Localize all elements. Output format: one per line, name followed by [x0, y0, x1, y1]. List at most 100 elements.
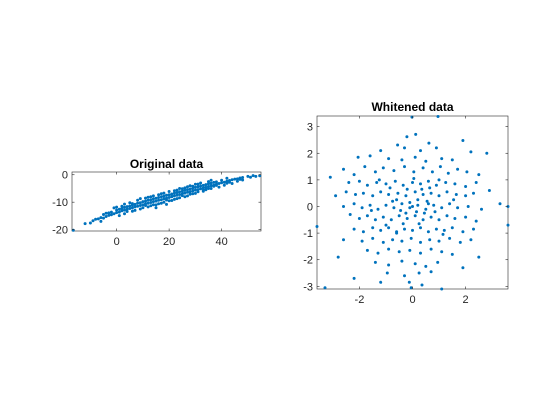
original-data-point [157, 196, 161, 199]
original-data-chart: 0 20 40 -20 -10 0 Original data [52, 157, 262, 248]
whitened-data-point [392, 206, 396, 210]
original-data-point [165, 198, 168, 202]
whitened-data-point [472, 191, 475, 195]
whitened-data-point [381, 215, 385, 219]
original-data-point [188, 184, 192, 188]
whitened-data-point [424, 264, 428, 268]
original-data-point [136, 198, 140, 202]
whitened-data-point [352, 173, 356, 177]
original-data-point [112, 212, 116, 216]
whitened-data-y-tick-label: -2 [303, 255, 313, 267]
original-data-point [212, 180, 216, 184]
whitened-data-point [405, 135, 409, 139]
original-data-point [235, 179, 239, 183]
original-data-point [109, 210, 113, 214]
whitened-data-point [414, 132, 418, 136]
whitened-data-point [396, 191, 400, 195]
original-data-point [154, 199, 158, 203]
whitened-data-point [399, 209, 403, 212]
original-data-point [141, 206, 145, 210]
whitened-data-point [397, 214, 401, 218]
whitened-data-point [400, 202, 404, 206]
original-data-point [133, 208, 137, 212]
original-data-point [136, 201, 140, 205]
whitened-data-y-tick-label: -1 [303, 228, 313, 240]
whitened-data-title: Whitened data [371, 100, 453, 114]
original-data-point [154, 196, 158, 200]
original-data-point [180, 189, 184, 193]
whitened-data-point [437, 218, 441, 222]
original-data-point [207, 180, 210, 184]
original-data-point [199, 187, 203, 191]
original-data-point [196, 190, 200, 194]
original-data-point [222, 183, 226, 187]
original-data-point [258, 174, 262, 178]
whitened-data-point [388, 186, 392, 190]
original-data-point [199, 181, 203, 185]
original-data-point [159, 198, 163, 202]
original-data-point [151, 200, 155, 204]
original-data-point [109, 213, 113, 217]
whitened-data-point [342, 167, 345, 171]
whitened-data-point [480, 207, 483, 211]
whitened-data-point [466, 205, 470, 208]
whitened-data-point [387, 247, 391, 251]
original-data-point [207, 182, 210, 186]
original-data-point [172, 191, 176, 195]
original-data-point [172, 194, 176, 198]
whitened-data-point [409, 236, 413, 240]
original-data-point [144, 204, 147, 207]
whitened-data-point [421, 193, 425, 196]
whitened-data-point [342, 205, 345, 208]
whitened-data-point [403, 274, 406, 278]
whitened-data-point [434, 183, 438, 187]
original-data-point [172, 197, 176, 201]
whitened-data-point [464, 215, 468, 219]
original-data-point [102, 216, 105, 220]
original-data-point [130, 202, 134, 206]
original-data-point [186, 185, 189, 189]
whitened-data-point [368, 154, 372, 158]
whitened-data-y-tick-label: -3 [303, 281, 313, 293]
original-data-point [130, 209, 134, 213]
original-data-x-tick-label: 40 [216, 236, 228, 248]
whitened-data-point [428, 186, 432, 190]
original-data-point [193, 188, 197, 192]
original-data-point [125, 210, 129, 213]
original-data-point [149, 201, 153, 204]
original-data-point [228, 180, 231, 184]
whitened-data-point [323, 286, 327, 290]
whitened-data-point [434, 227, 438, 231]
whitened-data-point [419, 226, 422, 230]
original-data-point [83, 222, 87, 226]
whitened-data-point [344, 190, 348, 194]
whitened-data-point [427, 141, 431, 145]
original-data-point [193, 191, 197, 195]
original-data-point [214, 180, 218, 184]
whitened-data-point [430, 170, 434, 174]
whitened-data-point [450, 158, 454, 162]
original-data-ticks: 0 20 40 -20 -10 0 [52, 170, 261, 248]
original-data-point [204, 183, 208, 187]
original-data-point [136, 204, 140, 208]
whitened-data-point [411, 228, 414, 232]
original-data-point [159, 201, 163, 205]
original-data-point [186, 188, 189, 192]
original-data-point [130, 206, 134, 210]
whitened-data-point [389, 218, 393, 222]
original-data-x-tick-label: 0 [114, 236, 120, 248]
whitened-data-point [419, 240, 422, 244]
whitened-data-point [464, 194, 468, 198]
whitened-data-point [413, 262, 417, 266]
whitened-data-point [371, 194, 375, 198]
whitened-data-point [433, 210, 437, 214]
whitened-data-point [403, 227, 406, 231]
whitened-data-point [453, 217, 457, 220]
original-data-point [175, 193, 179, 197]
whitened-data-point [450, 252, 454, 256]
original-data-point [120, 209, 124, 213]
original-data-point [138, 201, 142, 205]
original-data-point [112, 206, 116, 210]
whitened-data-y-tick-label: 3 [307, 122, 313, 134]
whitened-data-point [347, 181, 351, 184]
